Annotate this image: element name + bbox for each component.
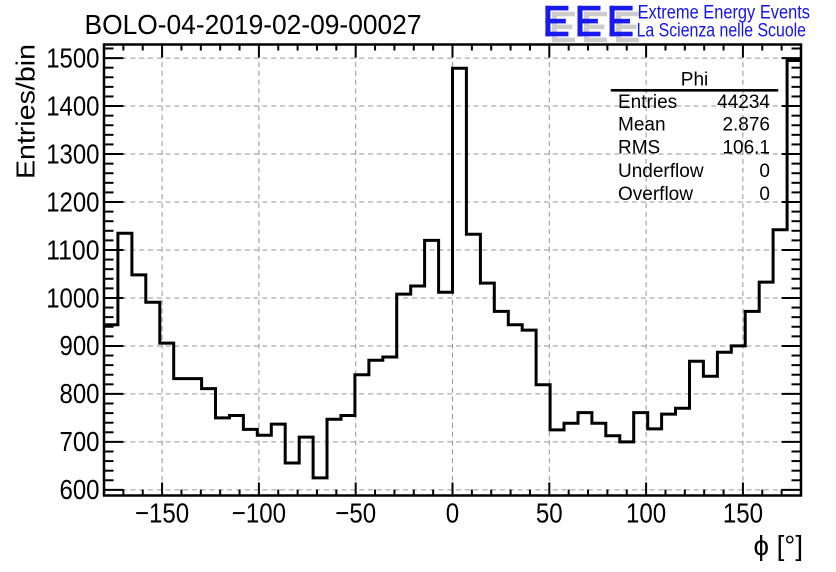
- svg-text:0: 0: [759, 184, 770, 205]
- svg-text:0: 0: [759, 161, 770, 182]
- svg-text:ϕ [°]: ϕ [°]: [754, 530, 804, 561]
- svg-text:BOLO-04-2019-02-09-00027: BOLO-04-2019-02-09-00027: [85, 9, 422, 40]
- svg-text:106.1: 106.1: [722, 138, 770, 159]
- svg-text:0: 0: [446, 498, 459, 529]
- svg-text:50: 50: [536, 498, 563, 529]
- svg-text:2.876: 2.876: [722, 115, 770, 136]
- svg-text:−100: −100: [232, 498, 286, 529]
- svg-text:900: 900: [60, 330, 100, 361]
- svg-text:700: 700: [60, 426, 100, 457]
- svg-text:RMS: RMS: [618, 138, 660, 159]
- svg-text:44234: 44234: [717, 92, 770, 113]
- svg-text:Mean: Mean: [618, 115, 666, 136]
- svg-text:1200: 1200: [46, 186, 99, 217]
- svg-text:Entries: Entries: [618, 92, 677, 113]
- svg-text:Entries/bin: Entries/bin: [11, 44, 41, 179]
- svg-text:600: 600: [60, 474, 100, 505]
- svg-text:Extreme Energy Events: Extreme Energy Events: [638, 1, 811, 23]
- svg-text:La Scienza nelle Scuole: La Scienza nelle Scuole: [637, 19, 806, 41]
- svg-text:Underflow: Underflow: [618, 161, 704, 182]
- svg-text:1300: 1300: [46, 138, 99, 169]
- svg-text:−50: −50: [335, 498, 376, 529]
- svg-text:Overflow: Overflow: [618, 184, 693, 205]
- svg-text:−150: −150: [135, 498, 189, 529]
- svg-text:1000: 1000: [46, 282, 99, 313]
- svg-text:800: 800: [60, 378, 100, 409]
- svg-text:1500: 1500: [46, 42, 99, 73]
- svg-text:Phi: Phi: [681, 70, 708, 91]
- svg-text:100: 100: [626, 498, 666, 529]
- svg-text:1100: 1100: [46, 234, 99, 265]
- svg-text:1400: 1400: [46, 90, 99, 121]
- svg-text:150: 150: [723, 498, 763, 529]
